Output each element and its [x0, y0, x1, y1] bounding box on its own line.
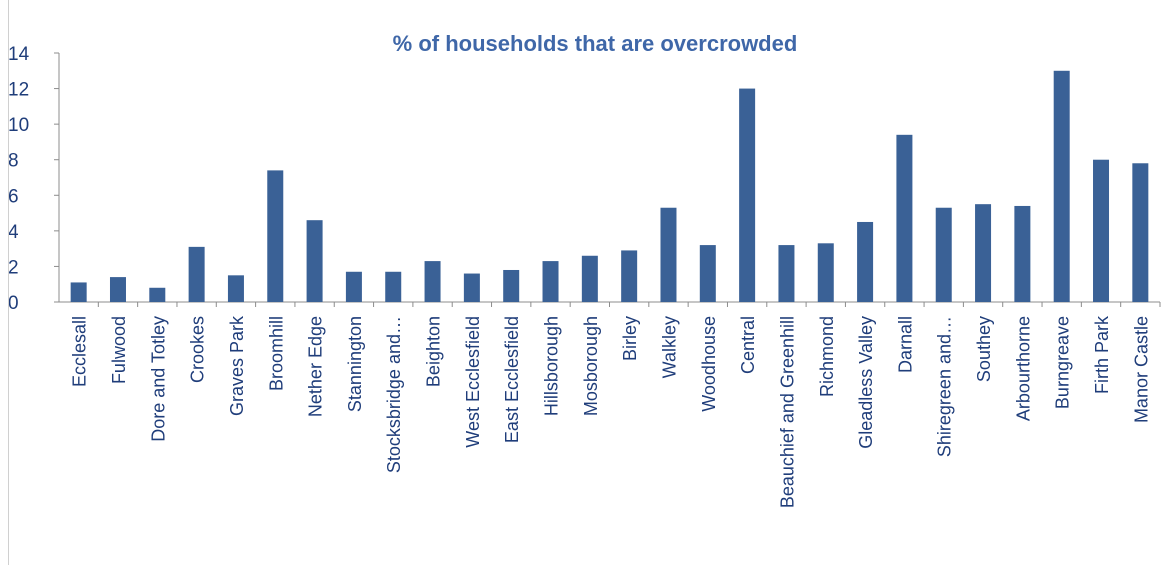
x-tick-label: Crookes [188, 316, 208, 383]
x-tick-label: Graves Park [227, 315, 247, 416]
bar [581, 255, 598, 302]
x-tick-label: Fulwood [109, 316, 129, 384]
bar [1132, 163, 1149, 302]
bar [857, 221, 874, 302]
axes [54, 52, 1161, 307]
y-tick-label: 6 [8, 186, 19, 207]
bar [699, 245, 716, 302]
y-tick-labels: 0 2 4 6 8 10 12 14 [8, 44, 30, 314]
bar [739, 88, 756, 302]
x-tick-label: Beauchief and Greenhill [777, 316, 797, 508]
x-tick-label: Gleadless Valley [856, 316, 876, 449]
x-tick-label: Firth Park [1092, 315, 1112, 394]
bar [70, 282, 87, 302]
y-tick-label: 10 [8, 115, 29, 136]
y-tick-label: 12 [8, 80, 29, 101]
bar [1014, 205, 1031, 302]
bar [817, 243, 834, 302]
x-tick-label: Hillsborough [542, 316, 562, 416]
x-tick-label: Arbourthorne [1013, 316, 1033, 421]
y-tick-label: 14 [8, 44, 30, 65]
x-tick-label: Shiregreen and… [935, 316, 955, 457]
x-tick-label: Central [738, 316, 758, 374]
x-tick-label: East Ecclesfield [502, 316, 522, 443]
x-tick-label: Nether Edge [306, 316, 326, 417]
bar [227, 275, 244, 302]
bar [896, 134, 913, 302]
bar [1093, 159, 1110, 302]
bar [463, 273, 480, 302]
bar [424, 261, 441, 302]
bar [345, 271, 362, 302]
x-tick-label: Richmond [817, 316, 837, 397]
bar [503, 269, 520, 302]
x-tick-label: Manor Castle [1131, 316, 1151, 423]
bar [149, 287, 166, 302]
x-tick-label: West Ecclesfield [463, 316, 483, 448]
y-tick-label: 0 [8, 293, 19, 314]
x-tick-label: Darnall [895, 316, 915, 373]
x-tick-label: Mosborough [581, 316, 601, 416]
x-tick-label: Woodhouse [699, 316, 719, 412]
bar [188, 246, 205, 302]
x-tick-label: Southey [974, 316, 994, 382]
x-tick-label: Beighton [424, 316, 444, 387]
y-tick-label: 2 [8, 257, 19, 278]
bar [306, 220, 323, 302]
bar [385, 271, 402, 302]
x-tick-label: Birley [620, 316, 640, 361]
bar [109, 277, 126, 302]
bars [70, 70, 1149, 303]
bar [1053, 70, 1070, 303]
x-tick-label: Burngreave [1053, 316, 1073, 409]
x-tick-label: Ecclesall [70, 316, 90, 387]
bar [778, 245, 795, 302]
x-tick-label: Dore and Totley [148, 316, 168, 442]
x-tick-labels: Ecclesall Fulwood Dore and Totley Crookes Gr… [70, 315, 1152, 508]
y-tick-label: 4 [8, 222, 19, 243]
x-tick-label: Stannington [345, 316, 365, 412]
chart-title: % of households that are overcrowded [393, 31, 798, 56]
x-tick-label: Walkley [659, 316, 679, 378]
bar [975, 204, 992, 302]
bar [621, 250, 638, 302]
x-tick-label: Stocksbridge and… [384, 316, 404, 473]
bar [542, 261, 559, 302]
bar [935, 207, 952, 302]
y-tick-label: 8 [8, 151, 19, 172]
bar [267, 170, 284, 302]
x-tick-label: Broomhill [266, 316, 286, 391]
chart-frame-left-border [8, 0, 9, 565]
bar [660, 207, 677, 302]
